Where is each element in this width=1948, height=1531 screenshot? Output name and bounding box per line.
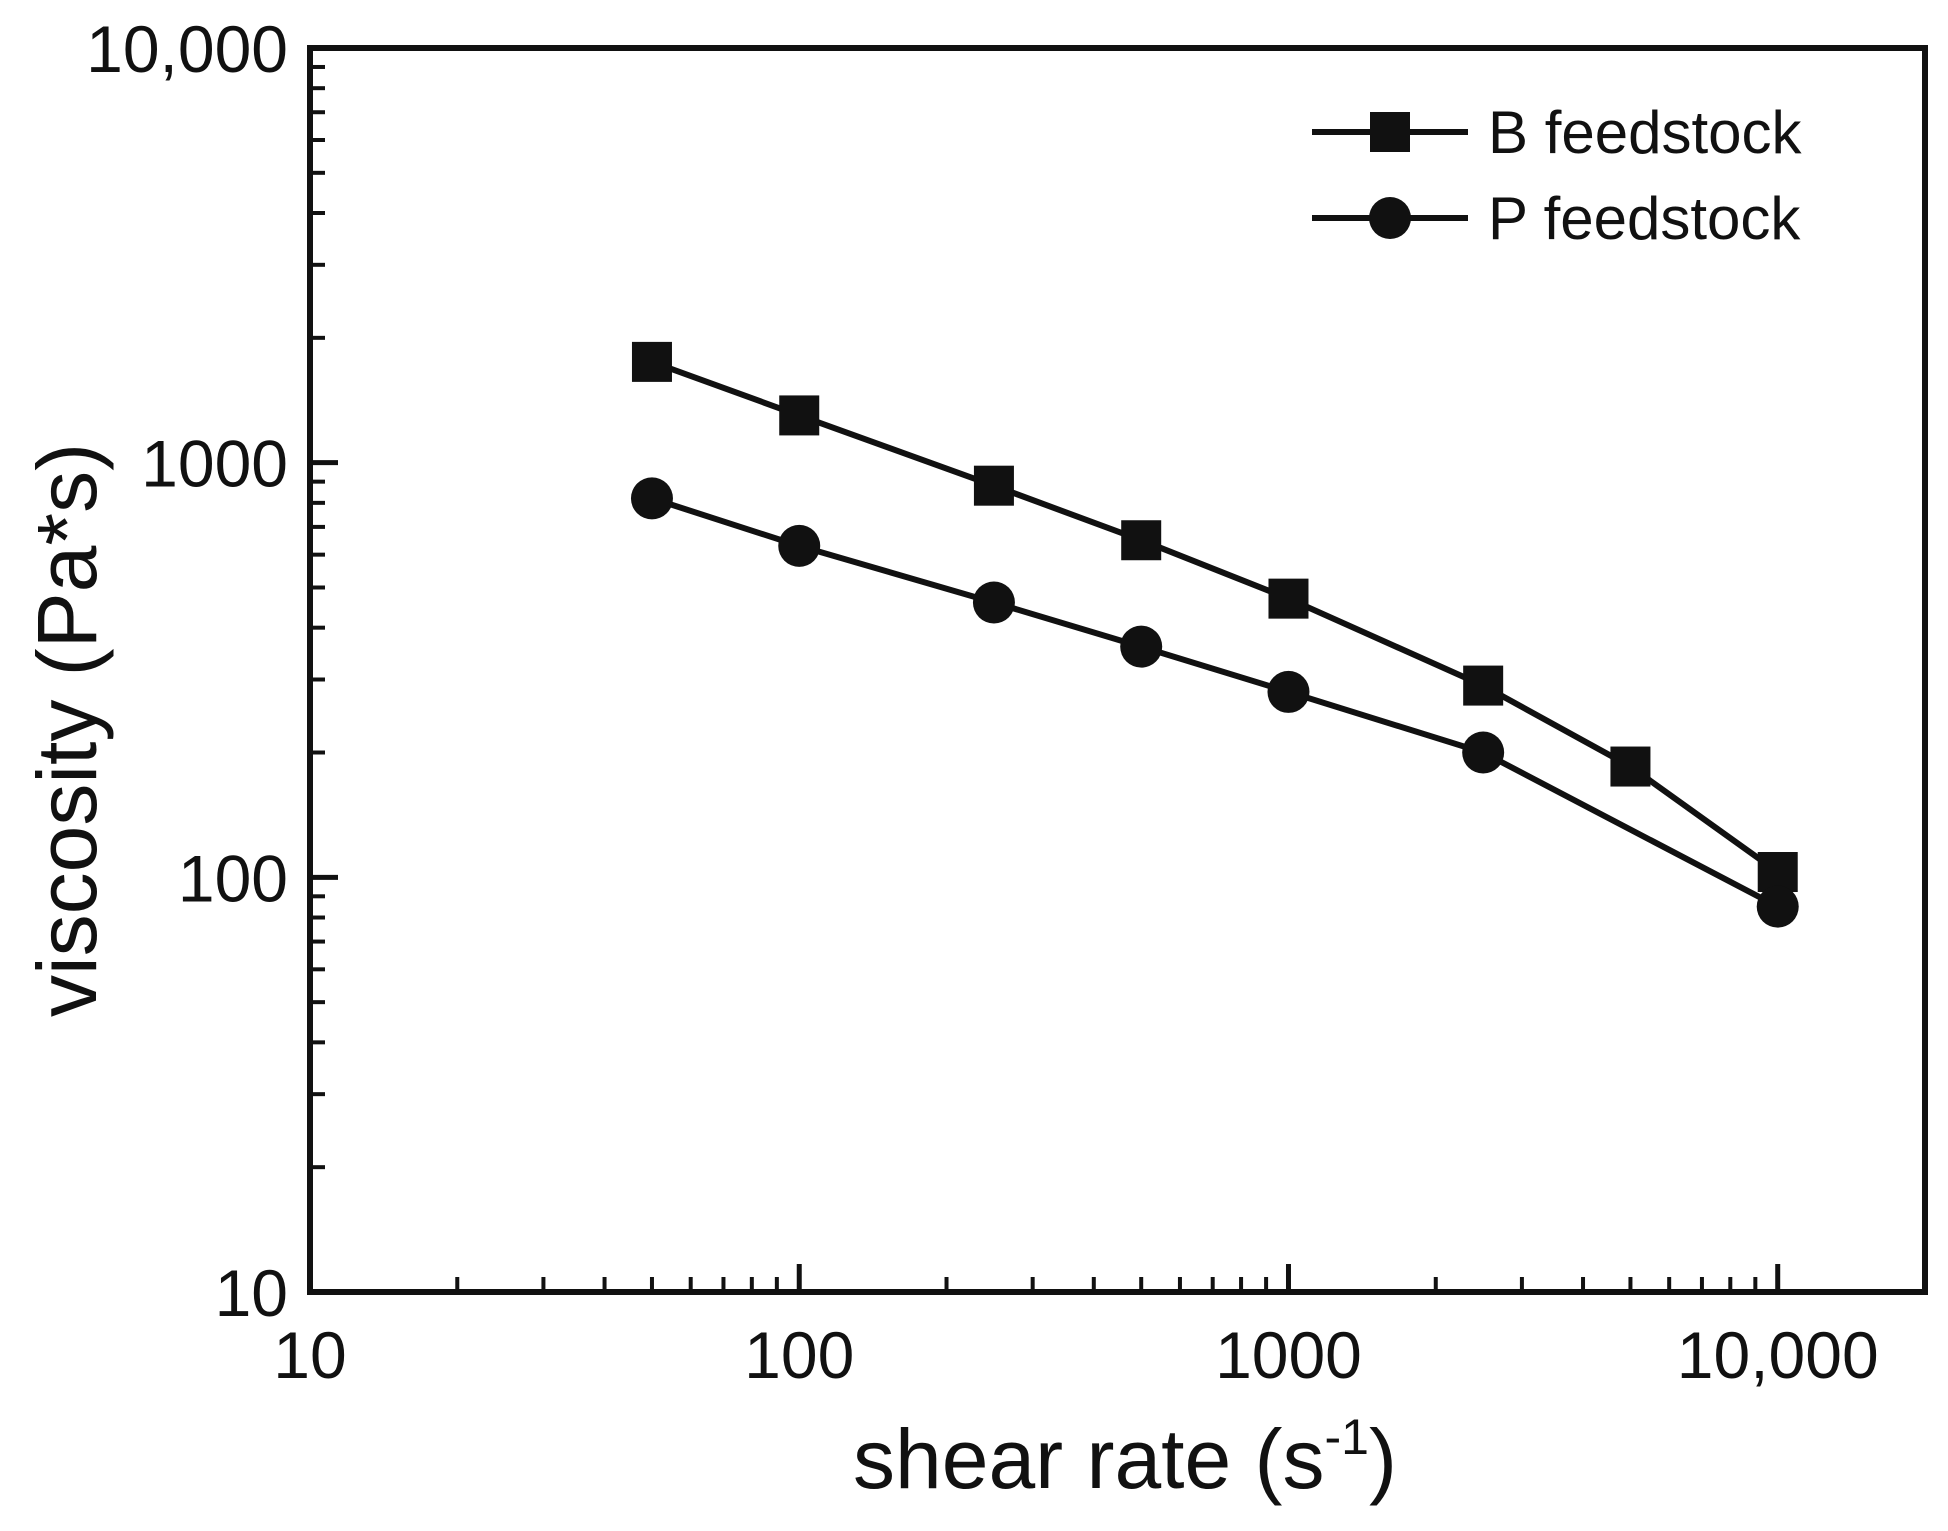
data-point xyxy=(1756,885,1799,928)
series-line xyxy=(650,359,1780,875)
data-point xyxy=(1462,731,1505,774)
x-tick-label: 1000 xyxy=(1215,1318,1362,1392)
legend-item: P feedstock xyxy=(1312,185,1801,252)
y-tick-label: 10,000 xyxy=(86,12,288,86)
data-point xyxy=(1121,520,1162,561)
series-2 xyxy=(630,477,1799,928)
data-point xyxy=(972,581,1015,624)
legend-item: B feedstock xyxy=(1312,99,1803,166)
legend-circle-marker xyxy=(1369,197,1411,239)
data-point xyxy=(1120,625,1163,668)
data-point xyxy=(778,524,821,567)
y-axis-label: viscosity (Pa*s) xyxy=(20,443,114,1017)
y-tick-labels: 10 100 1000 10,000 xyxy=(86,12,288,1330)
y-tick-label: 100 xyxy=(178,841,288,915)
data-point xyxy=(631,341,672,382)
x-tick-label: 100 xyxy=(744,1318,854,1392)
legend: B feedstock P feedstock xyxy=(1312,99,1803,252)
x-tick-label: 10 xyxy=(273,1318,346,1392)
data-point xyxy=(1463,665,1504,706)
data-point xyxy=(1268,578,1309,619)
data-point xyxy=(1610,746,1651,787)
data-point xyxy=(1267,670,1310,713)
y-tick-label: 10 xyxy=(215,1256,288,1330)
plot-frame xyxy=(307,45,1928,1295)
legend-label: B feedstock xyxy=(1488,99,1803,166)
x-tick-labels: 10 100 1000 10,000 xyxy=(273,1318,1878,1392)
data-point xyxy=(973,465,1014,506)
data-point xyxy=(779,395,820,436)
data-point xyxy=(1757,852,1798,893)
data-point xyxy=(630,477,673,520)
series-layer xyxy=(630,341,1799,928)
y-tick-label: 1000 xyxy=(141,427,288,501)
legend-square-marker xyxy=(1370,112,1410,152)
series-line xyxy=(651,495,1780,910)
series-1 xyxy=(631,341,1798,893)
x-axis-label: shear rate (s-1) xyxy=(853,1409,1397,1506)
legend-label: P feedstock xyxy=(1488,185,1801,252)
x-tick-label: 10,000 xyxy=(1677,1318,1879,1392)
